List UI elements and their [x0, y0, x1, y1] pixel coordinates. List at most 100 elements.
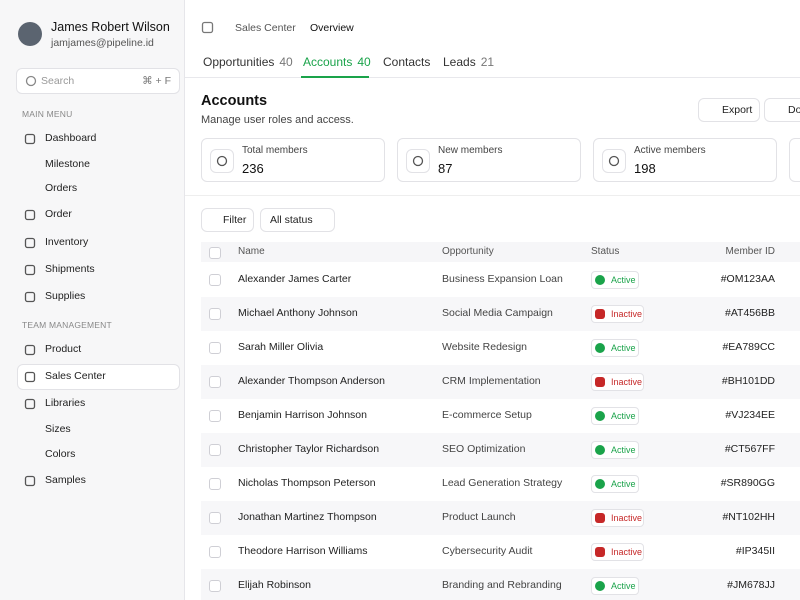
icon [24, 209, 36, 221]
icon [24, 371, 36, 383]
stat-icon-box [406, 149, 430, 173]
search-placeholder: Search [41, 75, 75, 87]
cell-name: Michael Anthony Johnson [238, 307, 358, 319]
status-dot [595, 581, 605, 591]
icon-shape [24, 264, 36, 276]
status-badge: Inactive [591, 509, 644, 527]
icon-shape [24, 237, 36, 249]
stat-label: Active members [634, 145, 706, 156]
search-box[interactable]: Search ⌘ + F [16, 68, 180, 94]
cell-member-id: #IP345II [735, 545, 775, 557]
stat-icon-box [210, 149, 234, 173]
user-name: James Robert Wilson [51, 20, 170, 34]
icon [201, 21, 214, 34]
submenu-item[interactable]: Sizes [45, 423, 71, 435]
menu-item[interactable]: Order [45, 208, 72, 220]
stat-label: Total members [242, 145, 308, 156]
cell-opportunity: Business Expansion Loan [442, 273, 563, 285]
header-button[interactable]: Export [698, 98, 760, 122]
checkbox[interactable] [209, 478, 221, 490]
icon-shape [24, 291, 36, 303]
menu-item[interactable]: Supplies [45, 290, 86, 302]
tab-count: 40 [357, 55, 371, 69]
menu-item[interactable]: Dashboard [45, 132, 97, 144]
icon-shape [608, 155, 620, 167]
icon-shape [201, 21, 214, 34]
checkbox[interactable] [209, 308, 221, 320]
checkbox[interactable] [209, 247, 221, 259]
status-badge: Active [591, 577, 639, 595]
checkbox[interactable] [209, 410, 221, 422]
checkbox[interactable] [209, 342, 221, 354]
submenu-item[interactable]: Orders [45, 182, 78, 194]
status-label: Active [611, 343, 636, 353]
icon [412, 155, 424, 167]
cell-opportunity: E-commerce Setup [442, 409, 532, 421]
cell-opportunity: Cybersecurity Audit [442, 545, 533, 557]
cell-name: Sarah Miller Olivia [238, 341, 324, 353]
icon [24, 133, 36, 145]
cell-member-id: #BH101DD [721, 375, 775, 387]
status-badge: Active [591, 441, 639, 459]
status-label: Active [611, 275, 636, 285]
menu-item[interactable]: Inventory [45, 236, 89, 248]
checkbox[interactable] [209, 512, 221, 524]
menu-item[interactable]: Sales Center [45, 370, 106, 382]
header-button[interactable]: Download [764, 98, 800, 122]
status-label: Active [611, 445, 636, 455]
icon-shape [24, 344, 36, 356]
menu-item[interactable]: Libraries [45, 397, 86, 409]
icon-shape [24, 398, 36, 410]
breadcrumb-item[interactable]: Sales Center [235, 22, 296, 34]
filter-button[interactable]: Filter [201, 208, 254, 232]
active-item-bg [17, 364, 180, 390]
menu-item[interactable]: Product [45, 343, 82, 355]
status-label: Inactive [611, 513, 643, 523]
cell-member-id: #JM678JJ [727, 579, 775, 591]
tab[interactable]: Opportunities 40 [203, 55, 293, 69]
cell-name: Elijah Robinson [238, 579, 311, 591]
cell-member-id: #OM123AA [720, 273, 775, 285]
checkbox[interactable] [209, 580, 221, 592]
tab-count: 21 [480, 55, 495, 69]
status-dot [595, 445, 605, 455]
status-dot [595, 275, 605, 285]
tab[interactable]: Accounts 40 [303, 55, 371, 69]
menu-item[interactable]: Shipments [45, 263, 95, 275]
submenu-item[interactable]: Milestone [45, 158, 90, 170]
tab[interactable]: Contacts [383, 55, 430, 69]
filter-button[interactable]: All status [260, 208, 335, 232]
cell-name: Alexander Thompson Anderson [238, 375, 385, 387]
checkbox[interactable] [209, 376, 221, 388]
icon [24, 398, 36, 410]
status-badge: Active [591, 271, 639, 289]
tab[interactable]: Leads 21 [443, 55, 494, 69]
submenu-item[interactable]: Colors [45, 448, 76, 460]
cell-member-id: #VJ234EE [725, 409, 775, 421]
divider [185, 77, 800, 78]
tab-label: Opportunities [203, 55, 275, 69]
icon-shape [24, 371, 36, 383]
status-badge: Active [591, 475, 639, 493]
checkbox[interactable] [209, 444, 221, 456]
column-header: Status [591, 246, 620, 257]
checkbox[interactable] [209, 274, 221, 286]
menu-item[interactable]: Samples [45, 474, 86, 486]
status-badge: Active [591, 407, 639, 425]
status-label: Active [611, 581, 636, 591]
status-label: Inactive [611, 309, 643, 319]
status-label: Inactive [611, 547, 643, 557]
tab-label: Contacts [383, 55, 431, 69]
cell-name: Nicholas Thompson Peterson [238, 477, 376, 489]
stat-value: 87 [438, 161, 453, 176]
button-label: Export [722, 104, 753, 116]
status-dot [595, 479, 605, 489]
icon [216, 155, 228, 167]
cell-name: Theodore Harrison Williams [238, 545, 368, 557]
checkbox[interactable] [209, 546, 221, 558]
tab-label: Accounts [303, 55, 353, 69]
stat-card-partial [789, 138, 800, 182]
button-label: Download [788, 104, 800, 116]
tab-count: 40 [279, 55, 293, 69]
status-dot [595, 309, 605, 319]
